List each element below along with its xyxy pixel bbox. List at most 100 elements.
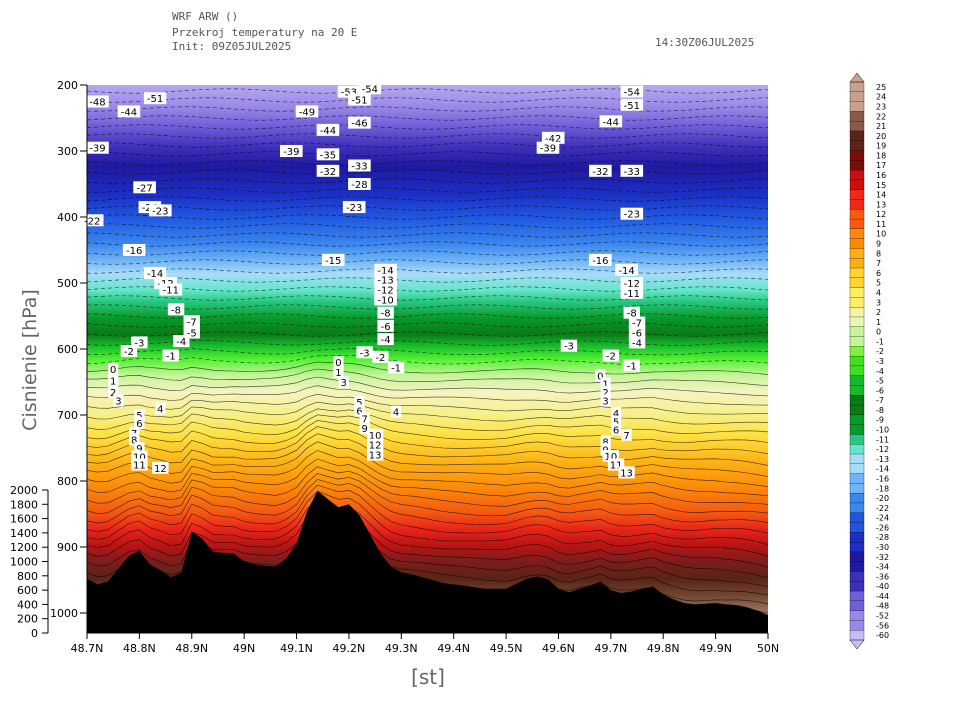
colorbar-swatch bbox=[849, 620, 865, 631]
contour-label-box bbox=[374, 263, 397, 276]
contour-label: 9 bbox=[361, 424, 367, 435]
contour-label-box bbox=[354, 404, 365, 417]
contour-label-box bbox=[173, 335, 190, 348]
contour-label: -54 bbox=[624, 88, 640, 99]
contour-label-box bbox=[316, 164, 340, 177]
latitude-tick-label: 49.3N bbox=[385, 642, 418, 655]
colorbar-swatch bbox=[849, 385, 865, 396]
contour-label-box bbox=[134, 409, 145, 421]
contour-label-box bbox=[134, 442, 145, 454]
contour-label-box bbox=[589, 164, 612, 177]
contour-label: 1 bbox=[602, 379, 608, 390]
contour-label-box bbox=[620, 164, 644, 177]
contour-label: -4 bbox=[176, 337, 186, 348]
colorbar-swatch bbox=[849, 111, 865, 122]
contour-label-box bbox=[600, 377, 611, 390]
contour-label: -32 bbox=[592, 167, 608, 178]
isotherm-line bbox=[87, 354, 768, 365]
contour-label-box bbox=[86, 141, 109, 154]
latitude-tick-label: 48.7N bbox=[71, 642, 104, 655]
contour-label: 5 bbox=[613, 418, 619, 429]
contour-label: -1 bbox=[391, 363, 401, 374]
contour-label: -51 bbox=[147, 94, 163, 105]
contour-label-box bbox=[372, 350, 389, 363]
colorbar-label: -36 bbox=[876, 572, 889, 581]
contour-label: -46 bbox=[351, 119, 367, 130]
contour-label-box bbox=[595, 369, 606, 382]
colorbar-swatch bbox=[849, 571, 865, 582]
colorbar-label: -13 bbox=[876, 455, 889, 464]
colorbar-label: -28 bbox=[876, 533, 889, 542]
isotherm-line bbox=[87, 385, 768, 406]
isotherm-line bbox=[87, 169, 768, 175]
contour-label-box bbox=[316, 123, 340, 136]
contour-label-box bbox=[359, 422, 370, 435]
contour-label-box bbox=[316, 148, 340, 161]
colorbar-swatch bbox=[849, 434, 865, 445]
latitude-tick-label: 49.2N bbox=[333, 642, 366, 655]
colorbar-label: -9 bbox=[876, 416, 884, 425]
colorbar-swatch bbox=[849, 121, 865, 132]
contour-label: -8 bbox=[171, 305, 181, 316]
contour-label-box bbox=[620, 286, 644, 299]
colorbar-swatch bbox=[849, 375, 865, 387]
isotherm-line bbox=[87, 479, 768, 534]
contour-label-box bbox=[359, 412, 370, 425]
contour-label: -44 bbox=[121, 107, 137, 118]
colorbar-label: 8 bbox=[876, 249, 881, 258]
colorbar-label: -12 bbox=[876, 445, 889, 454]
contour-label: -39 bbox=[283, 147, 299, 158]
contour-label-box bbox=[618, 466, 635, 479]
colorbar-swatch bbox=[849, 101, 865, 113]
colorbar-swatch bbox=[849, 541, 865, 553]
isotherm-line bbox=[87, 426, 768, 466]
contour-label: -5 bbox=[187, 329, 197, 340]
contour-label-box bbox=[610, 415, 622, 428]
x-axis-label: [st] bbox=[411, 665, 445, 689]
contour-label-box bbox=[162, 349, 180, 362]
contour-label-box bbox=[366, 438, 384, 451]
contour-label-box bbox=[560, 339, 578, 352]
contour-label: -13 bbox=[377, 276, 393, 287]
isotherm-line bbox=[87, 322, 768, 328]
colorbar-label: -5 bbox=[876, 377, 884, 386]
contour-label: -54 bbox=[362, 84, 378, 95]
isotherm-line bbox=[87, 97, 768, 103]
pressure-tick-label: 900 bbox=[57, 541, 78, 554]
latitude-tick-label: 48.9N bbox=[175, 642, 208, 655]
colorbar-label: -26 bbox=[876, 523, 889, 532]
isotherm-line bbox=[87, 124, 768, 130]
colorbar-label: 21 bbox=[876, 122, 886, 131]
contour-label: -27 bbox=[136, 183, 152, 194]
colorbar-label: -60 bbox=[876, 631, 889, 640]
colorbar-label: 14 bbox=[876, 191, 886, 200]
contour-label-box bbox=[615, 263, 638, 276]
contour-label-box bbox=[610, 423, 622, 436]
isotherm-line bbox=[87, 160, 768, 166]
colorbar-label: -6 bbox=[876, 386, 884, 395]
contour-label: -44 bbox=[603, 117, 619, 128]
colorbar-swatch bbox=[849, 169, 865, 181]
colorbar-max-arrow bbox=[849, 72, 865, 83]
contour-label-box bbox=[122, 244, 146, 256]
latitude-ticks: 48.7N 48.8N 48.9N 49N 49.1N 49.2N 49.3N 49.4N 49… bbox=[71, 633, 779, 655]
contour-label: -1 bbox=[627, 362, 637, 373]
contour-label-box bbox=[134, 416, 145, 429]
colorbar-swatch bbox=[849, 316, 865, 328]
contour-label-box bbox=[387, 361, 405, 374]
contour-label-box bbox=[600, 385, 611, 398]
height-tick-label: 1200 bbox=[10, 541, 38, 554]
isotherm-line bbox=[87, 450, 768, 497]
height-tick-label: 200 bbox=[17, 613, 38, 626]
contour-label: -8 bbox=[627, 309, 637, 320]
contour-label-box bbox=[390, 405, 402, 418]
isotherm-line bbox=[87, 115, 768, 121]
contour-label: -1 bbox=[166, 352, 176, 363]
contour-label-box bbox=[628, 316, 646, 329]
contour-label: 3 bbox=[115, 396, 121, 407]
pressure-tick-label: 700 bbox=[57, 409, 78, 422]
isotherm-line bbox=[87, 313, 768, 319]
contour-label: -23 bbox=[346, 203, 362, 214]
contour-label: -28 bbox=[351, 180, 367, 191]
isotherm-line bbox=[87, 142, 768, 148]
